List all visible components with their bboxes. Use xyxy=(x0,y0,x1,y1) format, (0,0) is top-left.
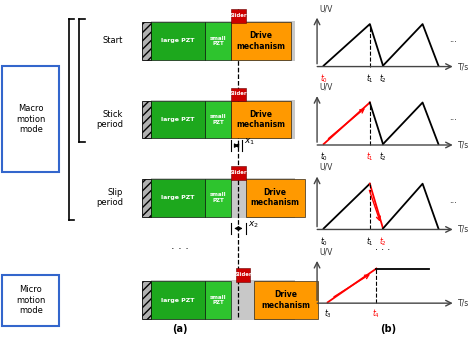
Bar xyxy=(151,280,295,320)
Text: Slider: Slider xyxy=(229,170,247,175)
Text: $t_4$: $t_4$ xyxy=(373,308,381,321)
Text: large PZT: large PZT xyxy=(161,39,195,43)
Text: Slider: Slider xyxy=(229,13,247,18)
FancyBboxPatch shape xyxy=(2,66,59,172)
Bar xyxy=(151,22,205,60)
Text: small
PZT: small PZT xyxy=(210,192,227,203)
Bar xyxy=(151,178,295,218)
Text: Drive
mechanism: Drive mechanism xyxy=(237,110,285,129)
Text: U/V: U/V xyxy=(319,248,333,256)
Text: T/s: T/s xyxy=(458,62,469,71)
Bar xyxy=(231,22,291,60)
Text: U/V: U/V xyxy=(319,163,333,172)
Bar xyxy=(246,179,305,217)
Text: Slip
period: Slip period xyxy=(96,188,123,207)
Text: $t_1$: $t_1$ xyxy=(366,72,374,85)
Text: Start: Start xyxy=(103,36,123,45)
Text: ···: ··· xyxy=(449,199,457,208)
Text: $t_1$: $t_1$ xyxy=(366,235,374,248)
Text: $t_0$: $t_0$ xyxy=(319,235,328,248)
Text: large PZT: large PZT xyxy=(161,117,195,122)
Text: $t_1$: $t_1$ xyxy=(366,150,374,163)
Text: Drive
mechanism: Drive mechanism xyxy=(237,31,285,50)
Text: Micro
motion
mode: Micro motion mode xyxy=(16,285,46,315)
Text: ···: ··· xyxy=(449,117,457,125)
Bar xyxy=(151,281,205,319)
Bar xyxy=(151,179,205,217)
Text: large PZT: large PZT xyxy=(161,298,195,302)
Bar xyxy=(151,21,295,61)
Text: $t_2$: $t_2$ xyxy=(379,235,387,248)
Bar xyxy=(205,101,231,138)
Text: $x_2$: $x_2$ xyxy=(248,220,259,230)
Text: $t_3$: $t_3$ xyxy=(324,308,332,321)
Bar xyxy=(205,22,231,60)
Text: $x_1$: $x_1$ xyxy=(244,137,255,147)
Bar xyxy=(142,22,151,60)
Bar xyxy=(142,101,151,138)
Text: U/V: U/V xyxy=(319,83,333,91)
Text: T/s: T/s xyxy=(458,140,469,149)
Text: $t_0$: $t_0$ xyxy=(319,150,328,163)
Bar xyxy=(151,101,205,138)
Text: Drive
mechanism: Drive mechanism xyxy=(262,291,310,310)
Bar xyxy=(205,281,231,319)
Bar xyxy=(231,166,246,180)
Bar xyxy=(254,281,318,319)
Bar xyxy=(231,88,246,101)
Text: Macro
motion
mode: Macro motion mode xyxy=(16,104,46,134)
Bar xyxy=(236,268,250,282)
Text: Slider: Slider xyxy=(229,91,247,96)
Bar xyxy=(142,281,151,319)
Bar xyxy=(205,179,231,217)
Text: (a): (a) xyxy=(173,324,188,334)
Text: Slider: Slider xyxy=(234,272,252,277)
FancyBboxPatch shape xyxy=(2,275,59,326)
Text: small
PZT: small PZT xyxy=(210,295,227,306)
Text: Stick
period: Stick period xyxy=(96,110,123,129)
Text: small
PZT: small PZT xyxy=(210,114,227,125)
Text: small
PZT: small PZT xyxy=(210,35,227,46)
Text: · · ·: · · · xyxy=(375,245,391,255)
Bar xyxy=(142,179,151,217)
Text: $t_0$: $t_0$ xyxy=(319,72,328,85)
Text: ···: ··· xyxy=(449,38,457,47)
Bar xyxy=(231,9,246,23)
Text: Drive
mechanism: Drive mechanism xyxy=(251,188,300,207)
Text: T/s: T/s xyxy=(458,299,469,308)
Bar xyxy=(231,101,291,138)
Text: $t_2$: $t_2$ xyxy=(379,72,387,85)
Text: U/V: U/V xyxy=(319,4,333,13)
Text: · · ·: · · · xyxy=(171,244,189,254)
Text: T/s: T/s xyxy=(458,225,469,234)
Text: (b): (b) xyxy=(381,324,397,334)
Bar xyxy=(151,100,295,139)
Text: $t_2$: $t_2$ xyxy=(379,150,387,163)
Text: large PZT: large PZT xyxy=(161,195,195,200)
